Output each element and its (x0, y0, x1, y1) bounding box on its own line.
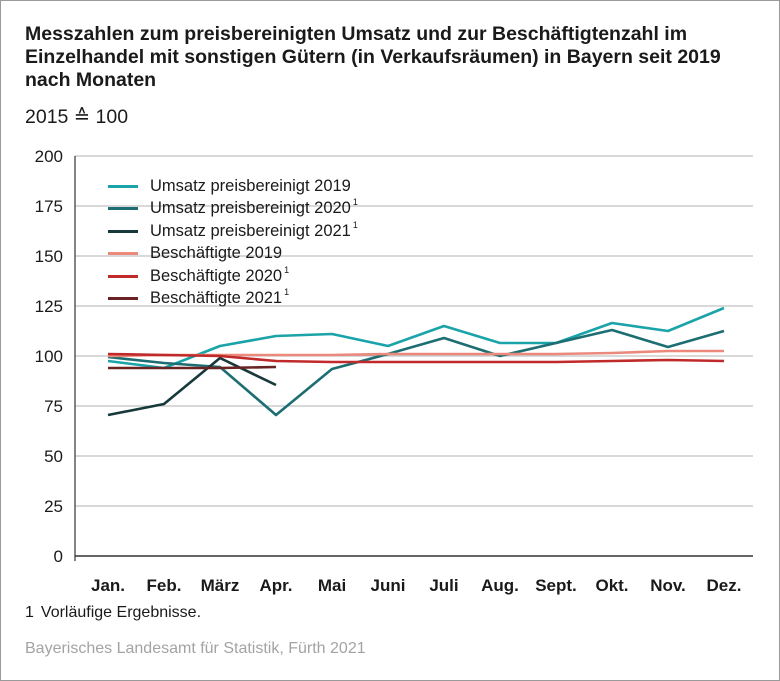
x-tick-label: Nov. (650, 576, 686, 595)
footnote-number: 1 (25, 604, 34, 621)
x-tick-label: Sept. (535, 576, 577, 595)
footnote-text: Vorläufige Ergebnisse. (40, 604, 202, 621)
x-tick-label: Okt. (595, 576, 628, 595)
x-tick-label: Mai (318, 576, 346, 595)
legend-item-4: Beschäftigte 2019 (108, 243, 358, 266)
series-line-1 (107, 306, 725, 370)
y-tick-label: 75 (44, 397, 63, 416)
y-tick-label: 0 (54, 547, 63, 566)
legend-label: Umsatz preisbereinigt 2020 1 (150, 197, 358, 218)
legend-swatch (108, 274, 138, 278)
legend-item-5: Beschäftigte 2020 1 (108, 265, 358, 288)
legend-item-1: Umsatz preisbereinigt 2019 (108, 175, 358, 198)
legend-swatch (108, 297, 138, 301)
y-tick-label: 125 (35, 297, 63, 316)
legend-swatch (108, 207, 138, 211)
x-tick-label: Apr. (259, 576, 292, 595)
x-tick-label: Feb. (147, 576, 182, 595)
legend-label-text: Beschäftigte 2021 (150, 289, 283, 308)
legend-swatch (108, 229, 138, 233)
legend-label-text: Beschäftigte 2019 (150, 244, 283, 263)
y-tick-label: 150 (35, 247, 63, 266)
legend-label-text: Umsatz preisbereinigt 2019 (150, 176, 351, 195)
legend-swatch (108, 252, 138, 256)
x-tick-label: Jan. (91, 576, 125, 595)
legend-item-2: Umsatz preisbereinigt 2020 1 (108, 197, 358, 221)
legend-item-3: Umsatz preisbereinigt 2021 1 (108, 220, 358, 243)
legend-label: Beschäftigte 2021 1 (150, 287, 290, 308)
legend-footnote-marker: 1 (352, 219, 358, 230)
series-line-3 (107, 356, 277, 417)
series-line-6 (108, 365, 277, 370)
source-note: Bayerisches Landesamt für Statistik, Für… (25, 640, 366, 657)
legend-footnote-marker: 1 (352, 197, 358, 208)
y-tick-label: 25 (44, 497, 63, 516)
x-tick-label: Aug. (481, 576, 519, 595)
legend-label-text: Beschäftigte 2020 (150, 266, 283, 285)
legend-label: Beschäftigte 2020 1 (150, 264, 290, 286)
x-tick-label: März (201, 576, 240, 595)
line-chart: 0 25 50 75 100 125 150 175 200 Jan. Feb. März Apr. Ma… (35, 147, 753, 595)
chart-title: Messzahlen zum preisbereinigten Umsatz u… (25, 23, 721, 91)
y-tick-label: 175 (35, 197, 63, 216)
legend-label: Beschäftigte 2019 (150, 244, 282, 263)
legend-swatch (108, 184, 138, 188)
legend-label-text: Umsatz preisbereinigt 2021 (150, 221, 351, 240)
legend-label: Umsatz preisbereinigt 2019 (150, 177, 351, 196)
legend-footnote-marker: 1 (284, 264, 290, 275)
x-tick-label: Juli (429, 576, 458, 595)
chart-subtitle: 2015 ≙ 100 (25, 106, 129, 128)
legend-label-text: Umsatz preisbereinigt 2020 (150, 199, 351, 218)
y-tick-label: 100 (35, 347, 63, 366)
legend-label: Umsatz preisbereinigt 2021 1 (150, 219, 358, 241)
chart-legend: Umsatz preisbereinigt 2019 Umsatz preisbe… (108, 175, 358, 310)
y-tick-label: 200 (35, 147, 63, 166)
footnote: 1 Vorläufige Ergebnisse. (25, 604, 201, 622)
x-tick-label: Juni (371, 576, 406, 595)
series-line-5 (107, 352, 725, 364)
x-tick-label: Dez. (707, 576, 742, 595)
legend-item-6: Beschäftigte 2021 1 (108, 287, 358, 311)
y-tick-label: 50 (44, 447, 63, 466)
legend-footnote-marker: 1 (284, 287, 290, 298)
